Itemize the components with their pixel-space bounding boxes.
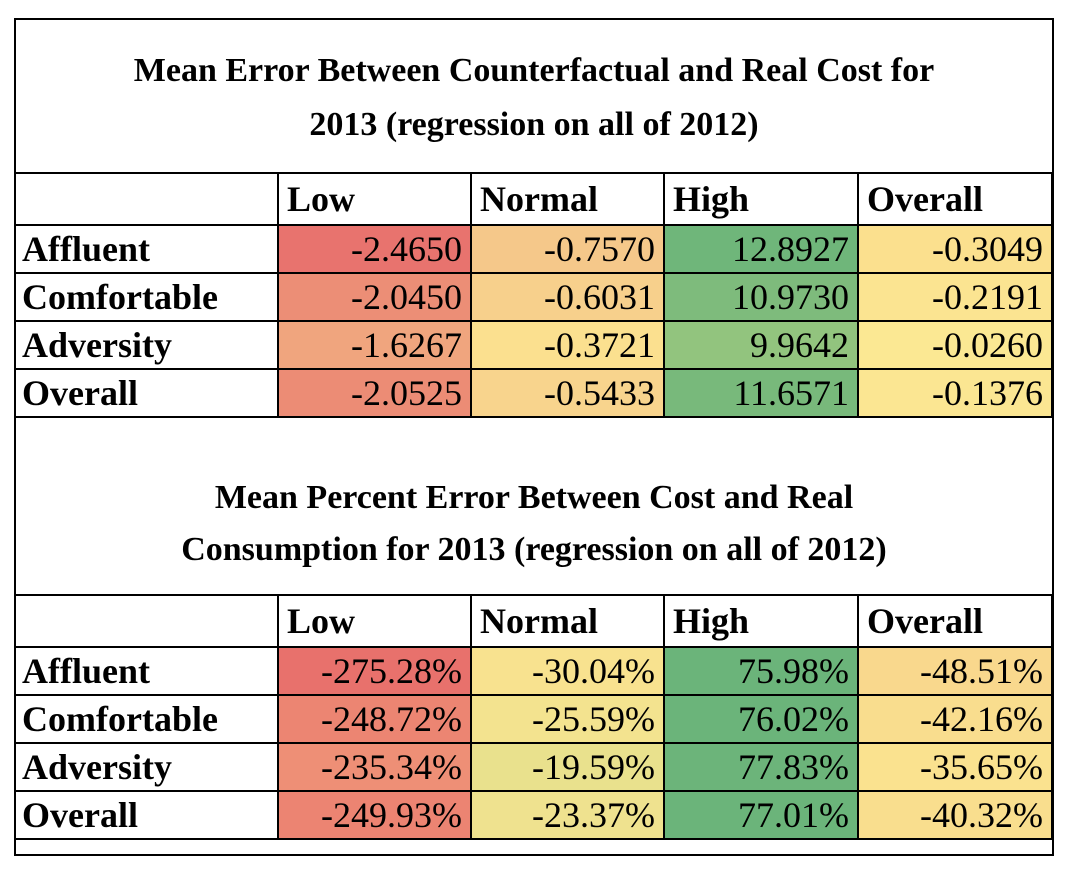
table1-header-low: Low [277,172,472,226]
data-cell: 9.9642 [663,320,859,370]
row-label-affluent: Affluent [16,646,279,696]
table-row: Adversity -235.34% -19.59% 77.83% -35.65… [16,742,1053,792]
data-cell: -2.0450 [277,272,472,322]
data-cell: 77.83% [663,742,859,792]
row-label-overall: Overall [16,790,279,840]
table1-title-line2: 2013 (regression on all of 2012) [309,106,759,143]
row-label-adversity: Adversity [16,742,279,792]
table2-header-high: High [663,594,859,648]
row-label-comfortable: Comfortable [16,694,279,744]
data-cell: -248.72% [277,694,472,744]
data-cell: -275.28% [277,646,472,696]
data-cell: 11.6571 [663,368,859,418]
table1-header-row: Low Normal High Overall [16,172,1053,226]
data-cell: 77.01% [663,790,859,840]
data-cell: -30.04% [470,646,665,696]
data-cell: -2.0525 [277,368,472,418]
table1-title-line1: Mean Error Between Counterfactual and Re… [133,52,935,89]
table1-title: Mean Error Between Counterfactual and Re… [16,44,1052,152]
table1-header-normal: Normal [470,172,665,226]
data-cell: 12.8927 [663,224,859,274]
table-row: Affluent -2.4650 -0.7570 12.8927 -0.3049 [16,224,1053,274]
data-cell: -19.59% [470,742,665,792]
data-cell: -0.6031 [470,272,665,322]
mean-percent-error-table: Low Normal High Overall Affluent -275.28… [16,594,1053,840]
table2-corner-cell [16,594,279,648]
table-row: Overall -2.0525 -0.5433 11.6571 -0.1376 [16,368,1053,418]
table1-corner-cell [16,172,279,226]
data-cell: -0.1376 [857,368,1053,418]
data-cell: -2.4650 [277,224,472,274]
table2-title-line2: Consumption for 2013 (regression on all … [181,531,887,568]
table2-header-row: Low Normal High Overall [16,594,1053,648]
data-cell: -249.93% [277,790,472,840]
data-cell: -42.16% [857,694,1053,744]
data-cell: -0.3721 [470,320,665,370]
table-row: Comfortable -2.0450 -0.6031 10.9730 -0.2… [16,272,1053,322]
data-cell: -25.59% [470,694,665,744]
mean-error-table: Low Normal High Overall Affluent -2.4650… [16,172,1053,418]
table2-title: Mean Percent Error Between Cost and Real… [16,472,1052,576]
data-cell: -0.7570 [470,224,665,274]
table2-title-line1: Mean Percent Error Between Cost and Real [214,479,854,516]
table-row: Affluent -275.28% -30.04% 75.98% -48.51% [16,646,1053,696]
table-row: Overall -249.93% -23.37% 77.01% -40.32% [16,790,1053,840]
data-cell: -235.34% [277,742,472,792]
row-label-comfortable: Comfortable [16,272,279,322]
table2-header-normal: Normal [470,594,665,648]
data-cell: -40.32% [857,790,1053,840]
data-cell: -23.37% [470,790,665,840]
table1-header-overall: Overall [857,172,1053,226]
data-cell: 75.98% [663,646,859,696]
data-cell: -0.3049 [857,224,1053,274]
data-cell: -0.0260 [857,320,1053,370]
data-cell: -48.51% [857,646,1053,696]
data-cell: -0.2191 [857,272,1053,322]
row-label-overall: Overall [16,368,279,418]
table2-header-overall: Overall [857,594,1053,648]
data-cell: -0.5433 [470,368,665,418]
row-label-affluent: Affluent [16,224,279,274]
data-cell: -35.65% [857,742,1053,792]
table1-header-high: High [663,172,859,226]
table2-header-low: Low [277,594,472,648]
table-row: Comfortable -248.72% -25.59% 76.02% -42.… [16,694,1053,744]
data-cell: 10.9730 [663,272,859,322]
row-label-adversity: Adversity [16,320,279,370]
table-row: Adversity -1.6267 -0.3721 9.9642 -0.0260 [16,320,1053,370]
data-cell: -1.6267 [277,320,472,370]
document-frame: Mean Error Between Counterfactual and Re… [14,18,1054,856]
data-cell: 76.02% [663,694,859,744]
